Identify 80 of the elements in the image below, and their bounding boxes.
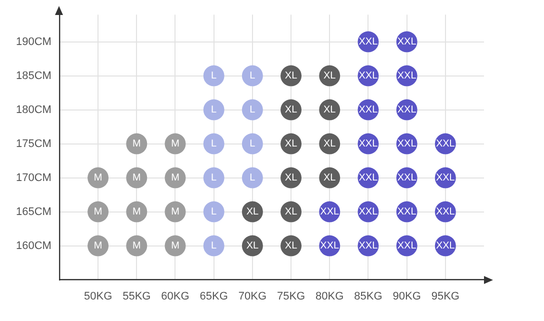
text: XXL	[320, 206, 340, 218]
text: L	[250, 138, 256, 150]
text: XL	[324, 70, 336, 82]
point	[242, 133, 263, 154]
text: XXL	[436, 172, 455, 184]
y-tick-label: 185CM	[16, 70, 52, 82]
text: L	[211, 70, 217, 82]
text: XXL	[397, 70, 416, 82]
text: M	[94, 240, 102, 252]
text: XXL	[436, 138, 455, 150]
text: M	[94, 206, 102, 218]
text: XXL	[358, 172, 378, 184]
text: XXL	[436, 206, 455, 218]
text: M	[132, 138, 141, 150]
point	[203, 133, 224, 154]
text: XXL	[436, 240, 455, 252]
x-tick-label: 55KG	[122, 290, 151, 302]
point	[242, 167, 263, 188]
y-tick-label: 165CM	[16, 206, 52, 218]
text: XL	[284, 206, 298, 218]
x-tick-label: 50KG	[84, 290, 112, 302]
text: XL	[324, 172, 336, 184]
text: XXL	[358, 138, 378, 150]
x-tick-label: 60KG	[161, 290, 190, 302]
text: L	[250, 70, 256, 82]
x-tick-label: 70KG	[238, 290, 267, 302]
text: XL	[284, 240, 298, 252]
text: XXL	[397, 36, 416, 48]
text: M	[171, 172, 180, 184]
point	[242, 65, 263, 86]
text: XL	[324, 104, 336, 116]
text: M	[171, 240, 180, 252]
series-label: XL	[246, 240, 259, 252]
y-tick-label: 160CM	[16, 240, 52, 252]
x-tick-label: 95KG	[431, 290, 460, 302]
x-tick-label: 90KG	[392, 290, 421, 302]
point	[203, 235, 224, 256]
text: XL	[284, 138, 298, 150]
text: XL	[246, 206, 259, 218]
y-tick-label: 175CM	[16, 138, 52, 150]
text: XL	[324, 138, 336, 150]
text: L	[211, 104, 217, 116]
text: L	[211, 138, 217, 150]
series-label: L	[211, 240, 218, 252]
text: XXL	[397, 172, 416, 184]
x-tick-label: 75KG	[276, 290, 306, 302]
x-tick-label: 65KG	[200, 290, 228, 302]
text: M	[171, 206, 180, 218]
series-label: M	[132, 240, 141, 252]
text: XXL	[358, 70, 378, 82]
y-tick-label: 180CM	[16, 104, 52, 116]
point	[203, 65, 224, 86]
x-tick-label: 80KG	[316, 290, 344, 302]
text: XL	[284, 104, 298, 116]
x-tick-label: 85KG	[354, 290, 382, 302]
text: L	[211, 206, 217, 218]
text: L	[211, 172, 217, 184]
text: XXL	[397, 104, 416, 116]
point	[242, 99, 263, 120]
text: XXL	[397, 138, 416, 150]
text: XXL	[358, 206, 378, 218]
text: XXL	[397, 206, 416, 218]
point	[203, 201, 224, 222]
point	[203, 99, 224, 120]
text: XXL	[358, 240, 378, 252]
text: XXL	[358, 36, 378, 48]
y-tick-label: 170CM	[16, 172, 52, 184]
text: M	[132, 172, 141, 184]
text: M	[94, 172, 102, 184]
point	[203, 167, 224, 188]
text: M	[171, 138, 180, 150]
text: XXL	[358, 104, 378, 116]
text: L	[250, 104, 256, 116]
text: XL	[284, 70, 298, 82]
text: XL	[284, 172, 298, 184]
text: M	[132, 206, 141, 218]
text: XXL	[397, 240, 416, 252]
text: L	[250, 172, 256, 184]
y-tick-label: 190CM	[16, 36, 52, 48]
series-label: XXL	[320, 240, 340, 252]
